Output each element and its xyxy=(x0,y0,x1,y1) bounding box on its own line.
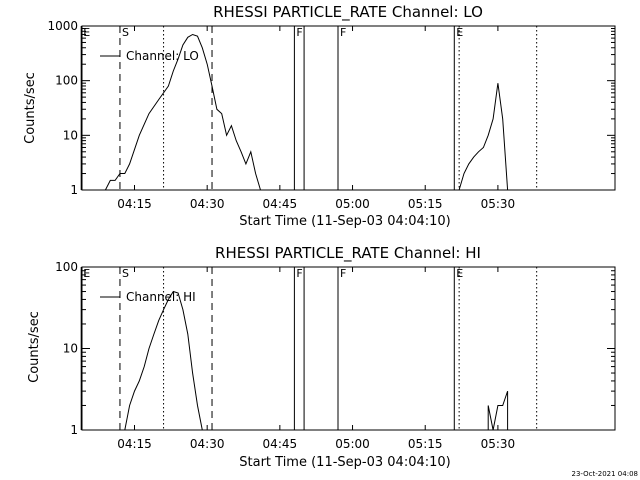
x-tick-label: 04:30 xyxy=(190,437,225,451)
series-line xyxy=(124,290,203,431)
series-line xyxy=(104,33,261,191)
x-tick-label: 05:15 xyxy=(408,197,443,211)
y-tick-label: 10 xyxy=(63,128,78,142)
legend-label: Channel: LO xyxy=(126,49,199,63)
panel-0-plot-area: E S F F E 04:15 04:30 04:45 05:00 05:15 05:30 1 10 10… xyxy=(47,19,616,211)
event-marker-label: F xyxy=(340,26,346,39)
panel-lo-title: RHESSI PARTICLE_RATE Channel: LO xyxy=(213,3,483,22)
x-tick-label: 04:45 xyxy=(263,437,298,451)
plot-frame xyxy=(81,25,616,191)
event-marker-label: E xyxy=(456,26,463,39)
event-marker-label: S xyxy=(122,26,129,39)
event-marker-label: F xyxy=(296,267,302,280)
event-marker-label: F xyxy=(340,267,346,280)
x-tick-label: 05:15 xyxy=(408,437,443,451)
panel-lo: RHESSI PARTICLE_RATE Channel: LO Counts/… xyxy=(23,3,483,229)
y-tick-label: 10 xyxy=(63,342,78,356)
x-tick-label: 05:30 xyxy=(481,437,516,451)
panel-1-plot-area: E S F F E 04:15 04:30 04:45 05:00 05:15 05:30 1 10 10… xyxy=(55,260,616,451)
event-marker-label: S xyxy=(122,267,129,280)
event-marker-label: F xyxy=(296,26,302,39)
event-marker-label: E xyxy=(456,267,463,280)
y-tick-label: 1000 xyxy=(47,19,78,33)
y-tick-label: 1 xyxy=(70,183,78,197)
legend-label: Channel: HI xyxy=(126,290,196,304)
x-tick-label: 05:30 xyxy=(481,197,516,211)
panel-lo-ylabel: Counts/sec xyxy=(23,72,38,144)
x-tick-label: 05:00 xyxy=(335,197,370,211)
panel-hi-ylabel: Counts/sec xyxy=(27,311,42,383)
series-line xyxy=(487,390,509,431)
x-tick-label: 04:15 xyxy=(117,197,152,211)
panel-hi-xlabel: Start Time (11-Sep-03 04:04:10) xyxy=(239,455,450,470)
y-tick-label: 100 xyxy=(55,74,78,88)
x-tick-label: 04:45 xyxy=(263,197,298,211)
panel-lo-xlabel: Start Time (11-Sep-03 04:04:10) xyxy=(239,214,450,229)
series-line xyxy=(458,83,509,191)
panel-hi-title: RHESSI PARTICLE_RATE Channel: HI xyxy=(215,244,481,263)
event-marker-label: E xyxy=(83,267,90,280)
y-tick-label: 1 xyxy=(70,423,78,437)
footer-timestamp: 23-Oct-2021 04:08 xyxy=(572,470,638,478)
panel-hi: RHESSI PARTICLE_RATE Channel: HI Counts/… xyxy=(27,244,481,470)
x-tick-label: 04:15 xyxy=(117,437,152,451)
event-marker-label: E xyxy=(83,26,90,39)
x-tick-label: 05:00 xyxy=(335,437,370,451)
y-tick-label: 100 xyxy=(55,260,78,274)
x-tick-label: 04:30 xyxy=(190,197,225,211)
